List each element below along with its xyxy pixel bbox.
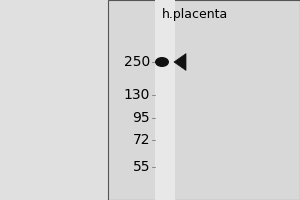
Bar [108, 0, 300, 200]
Ellipse shape [155, 57, 169, 67]
Bar [155, 0, 175, 200]
Text: 55: 55 [133, 160, 150, 174]
Bar [0, 0, 108, 200]
Text: 95: 95 [132, 111, 150, 125]
Text: 130: 130 [124, 88, 150, 102]
Text: h.placenta: h.placenta [162, 8, 228, 21]
Text: 250: 250 [124, 55, 150, 69]
Polygon shape [174, 54, 186, 70]
Text: 72: 72 [133, 133, 150, 147]
